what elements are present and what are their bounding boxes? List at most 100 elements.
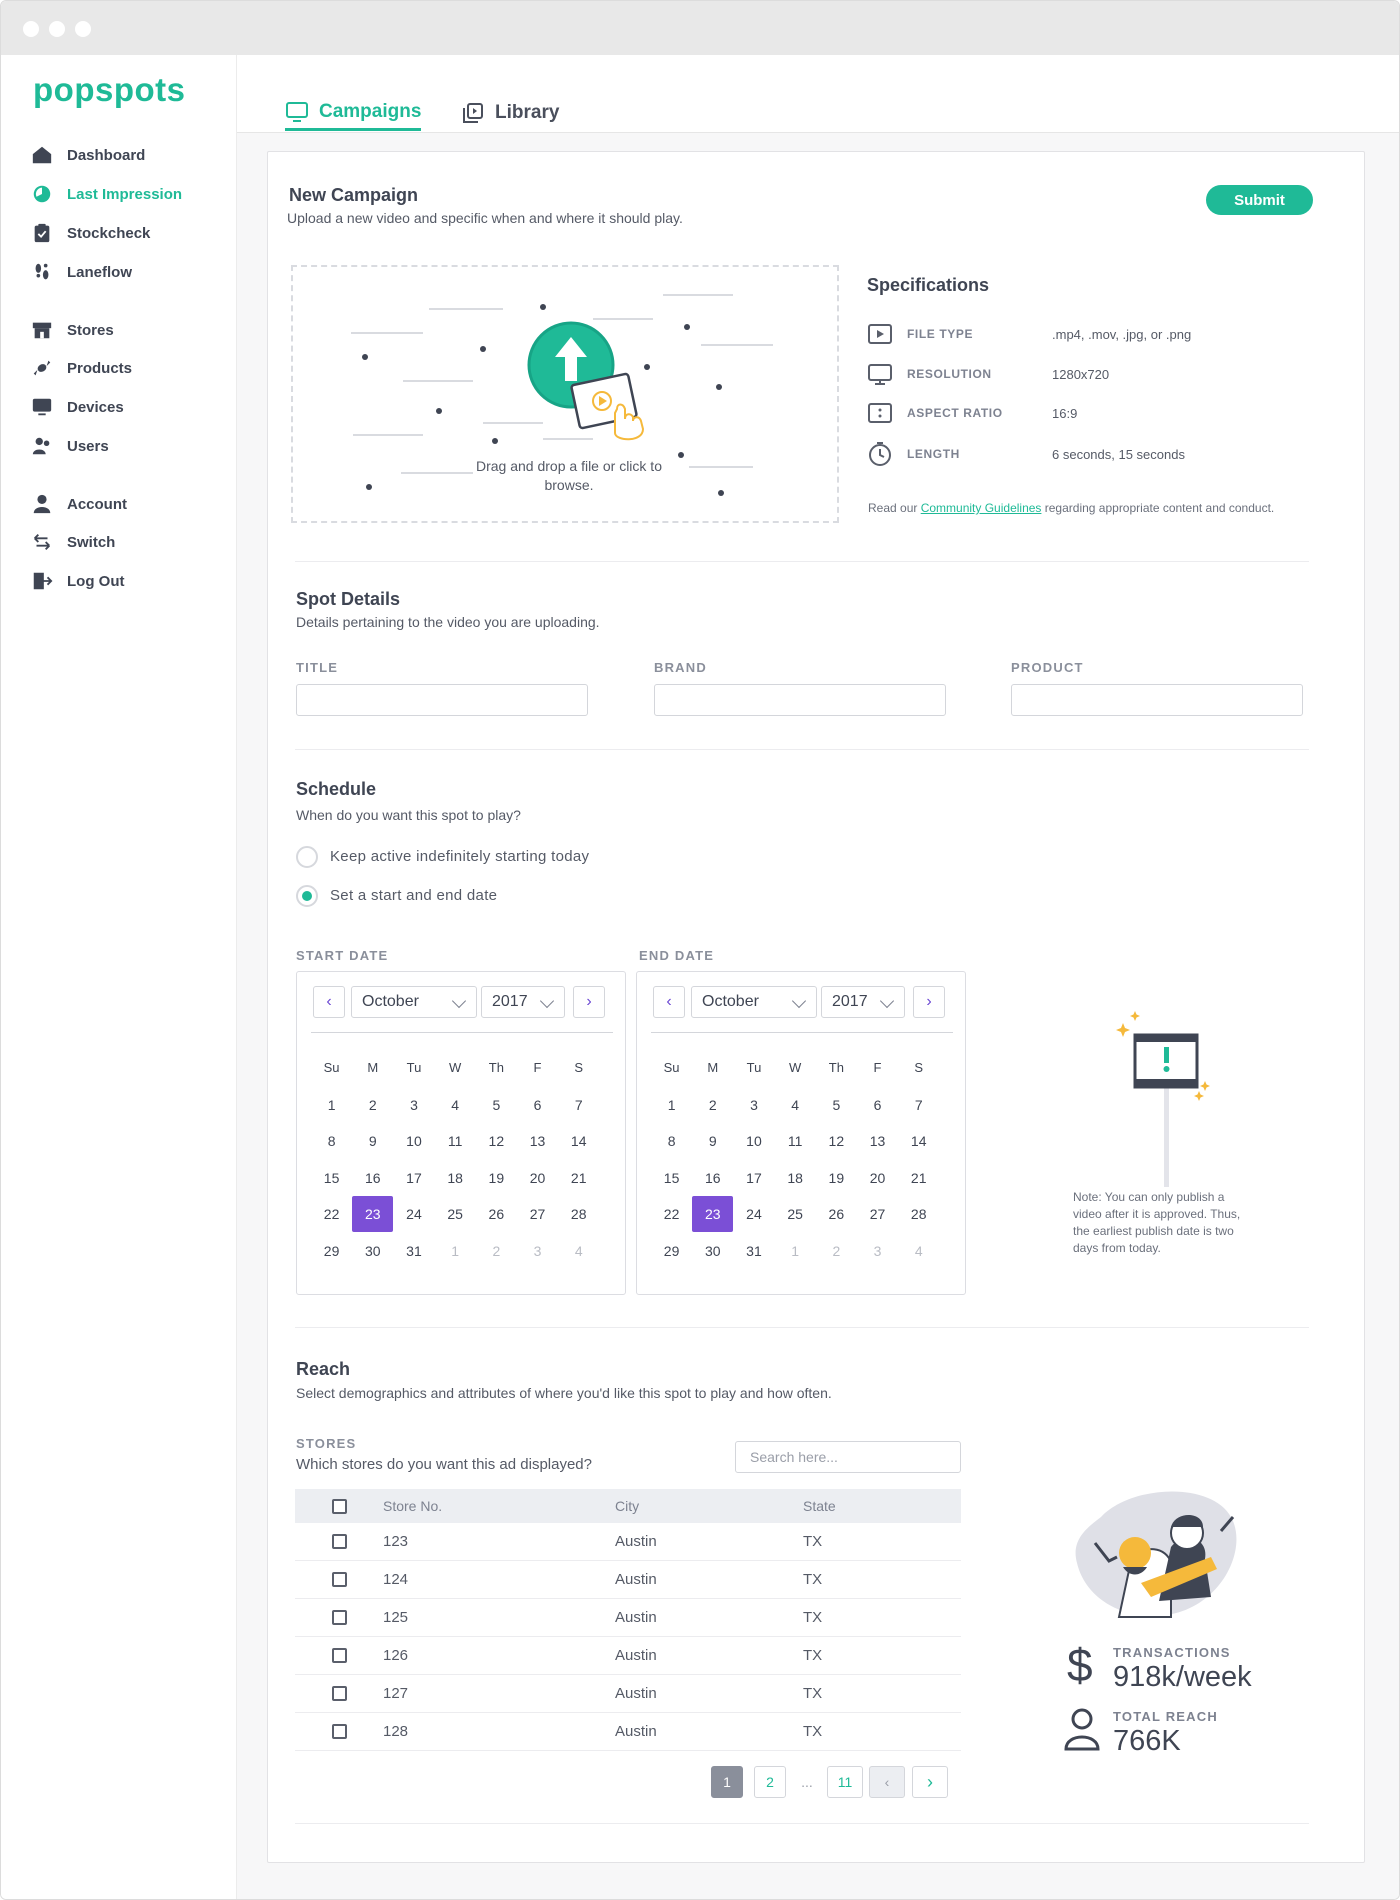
end-month-select[interactable]: October <box>691 986 817 1018</box>
prev-month-button[interactable]: ‹ <box>313 986 345 1018</box>
calendar-day[interactable]: 4 <box>914 1242 923 1259</box>
calendar-day[interactable]: 18 <box>447 1169 463 1186</box>
table-row[interactable]: 123 Austin TX <box>295 1523 961 1561</box>
sidebar-item-switch[interactable]: Switch <box>31 528 115 556</box>
calendar-day[interactable]: 28 <box>570 1206 587 1223</box>
calendar-day[interactable]: 27 <box>529 1206 546 1223</box>
calendar-day[interactable]: 20 <box>869 1169 886 1186</box>
sidebar-item-last-impression[interactable]: Last Impression <box>31 180 182 208</box>
tab-library[interactable]: Library <box>461 95 559 131</box>
radio-keep-active[interactable] <box>296 846 318 868</box>
calendar-day[interactable]: 14 <box>570 1133 587 1150</box>
table-row[interactable]: 125 Austin TX <box>295 1599 961 1637</box>
calendar-day[interactable]: 2 <box>832 1242 841 1259</box>
calendar-day[interactable]: 15 <box>323 1169 340 1186</box>
row-checkbox[interactable] <box>331 1686 347 1701</box>
calendar-day[interactable]: 17 <box>406 1169 422 1186</box>
calendar-day[interactable]: 1 <box>667 1096 676 1113</box>
calendar-day[interactable]: 19 <box>828 1169 845 1186</box>
calendar-day[interactable]: 10 <box>746 1133 762 1150</box>
calendar-day[interactable]: 1 <box>327 1096 336 1113</box>
calendar-day[interactable]: 21 <box>570 1169 587 1186</box>
tab-campaigns[interactable]: Campaigns <box>285 95 422 131</box>
sidebar-item-account[interactable]: Account <box>31 490 127 518</box>
calendar-day[interactable]: 5 <box>832 1096 841 1113</box>
calendar-day[interactable]: 8 <box>327 1133 336 1150</box>
table-row[interactable]: 126 Austin TX <box>295 1637 961 1675</box>
calendar-day[interactable]: 28 <box>910 1206 927 1223</box>
row-checkbox[interactable] <box>331 1724 347 1739</box>
calendar-day[interactable]: 9 <box>368 1133 377 1150</box>
column-state[interactable]: State <box>803 1498 836 1514</box>
calendar-day[interactable]: 6 <box>873 1096 882 1113</box>
calendar-day[interactable]: 30 <box>704 1242 721 1259</box>
title-field[interactable] <box>296 684 588 716</box>
calendar-day[interactable]: 29 <box>663 1242 680 1259</box>
calendar-day[interactable]: 12 <box>488 1133 505 1150</box>
calendar-day[interactable]: 13 <box>869 1133 886 1150</box>
prev-page-button[interactable]: ‹ <box>869 1766 905 1798</box>
window-minimize-dot[interactable] <box>49 21 65 37</box>
calendar-day[interactable]: 3 <box>873 1242 882 1259</box>
row-checkbox[interactable] <box>331 1534 347 1549</box>
table-row[interactable]: 127 Austin TX <box>295 1675 961 1713</box>
calendar-day[interactable]: 3 <box>533 1242 542 1259</box>
selected-day[interactable]: 23 <box>692 1196 734 1233</box>
calendar-day[interactable]: 18 <box>787 1169 803 1186</box>
sidebar-item-laneflow[interactable]: Laneflow <box>31 258 132 286</box>
calendar-day[interactable]: 3 <box>750 1096 758 1113</box>
window-maximize-dot[interactable] <box>75 21 91 37</box>
calendar-day[interactable]: 4 <box>451 1096 460 1113</box>
start-month-select[interactable]: October <box>351 986 477 1018</box>
sidebar-item-users[interactable]: Users <box>31 432 109 460</box>
select-all-checkbox[interactable] <box>331 1498 347 1514</box>
radio-start-end-date[interactable] <box>296 885 318 907</box>
calendar-day[interactable]: 19 <box>488 1169 505 1186</box>
column-store-no[interactable]: Store No. <box>383 1498 443 1514</box>
calendar-day[interactable]: 27 <box>869 1206 886 1223</box>
submit-button[interactable]: Submit <box>1206 185 1313 215</box>
row-checkbox[interactable] <box>331 1572 347 1587</box>
calendar-day[interactable]: 1 <box>451 1242 460 1259</box>
selected-day[interactable]: 23 <box>352 1196 394 1233</box>
sidebar-item-log-out[interactable]: Log Out <box>31 567 124 595</box>
next-month-button[interactable]: › <box>913 986 945 1018</box>
calendar-day[interactable]: 12 <box>828 1133 845 1150</box>
calendar-day[interactable]: 17 <box>746 1169 762 1186</box>
table-row[interactable]: 124 Austin TX <box>295 1561 961 1599</box>
calendar-day[interactable]: 24 <box>746 1206 762 1223</box>
page-2-button[interactable]: 2 <box>754 1766 786 1798</box>
calendar-day[interactable]: 13 <box>529 1133 546 1150</box>
sidebar-item-products[interactable]: Products <box>31 354 132 382</box>
calendar-day[interactable]: 8 <box>667 1133 676 1150</box>
page-1-button[interactable]: 1 <box>711 1766 743 1798</box>
upload-dropzone[interactable]: Drag and drop a file or click to browse. <box>291 265 839 523</box>
calendar-day[interactable]: 11 <box>787 1133 803 1150</box>
start-year-select[interactable]: 2017 <box>481 986 565 1018</box>
store-search-input[interactable] <box>735 1441 961 1473</box>
calendar-day[interactable]: 4 <box>791 1096 800 1113</box>
community-guidelines-link[interactable]: Community Guidelines <box>920 501 1042 515</box>
table-row[interactable]: 128 Austin TX <box>295 1713 961 1751</box>
next-page-button[interactable]: › <box>912 1766 948 1798</box>
row-checkbox[interactable] <box>331 1610 347 1625</box>
calendar-day[interactable]: 7 <box>574 1096 583 1113</box>
calendar-day[interactable]: 30 <box>364 1242 381 1259</box>
calendar-day[interactable]: 31 <box>746 1242 762 1259</box>
calendar-day[interactable]: 31 <box>406 1242 422 1259</box>
column-city[interactable]: City <box>615 1498 640 1514</box>
calendar-day[interactable]: 15 <box>663 1169 680 1186</box>
prev-month-button[interactable]: ‹ <box>653 986 685 1018</box>
calendar-day[interactable]: 26 <box>828 1206 845 1223</box>
calendar-day[interactable]: 22 <box>323 1206 340 1223</box>
sidebar-item-stores[interactable]: Stores <box>31 316 114 344</box>
window-close-dot[interactable] <box>23 21 39 37</box>
sidebar-item-stockcheck[interactable]: Stockcheck <box>31 219 150 247</box>
calendar-day[interactable]: 21 <box>910 1169 927 1186</box>
calendar-day[interactable]: 10 <box>406 1133 422 1150</box>
end-year-select[interactable]: 2017 <box>821 986 905 1018</box>
calendar-day[interactable]: 29 <box>323 1242 340 1259</box>
calendar-day[interactable]: 25 <box>787 1206 803 1223</box>
app-logo[interactable]: popspots <box>33 71 186 108</box>
brand-field[interactable] <box>654 684 946 716</box>
